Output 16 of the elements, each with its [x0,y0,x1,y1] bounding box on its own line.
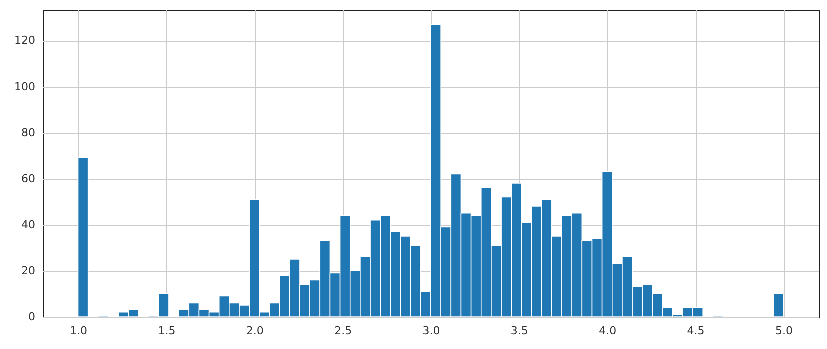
y-tick-label: 120 [14,34,36,48]
x-tick-label: 4.5 [687,324,705,338]
y-tick-label: 40 [22,218,36,232]
x-tick-label: 1.5 [158,324,176,338]
x-tick-label: 2.5 [334,324,352,338]
y-tick-label: 80 [22,126,36,140]
x-tick-label: 3.5 [510,324,528,338]
x-tick-label: 3.0 [422,324,440,338]
y-tick-label: 0 [28,310,36,324]
x-tick-label: 2.0 [246,324,264,338]
y-tick-label: 60 [22,172,36,186]
x-tick-label: 4.0 [599,324,617,338]
x-tick-label: 5.0 [775,324,793,338]
y-tick-label: 20 [22,264,36,278]
y-tick-label: 100 [14,80,36,94]
x-tick-label: 1.0 [70,324,88,338]
